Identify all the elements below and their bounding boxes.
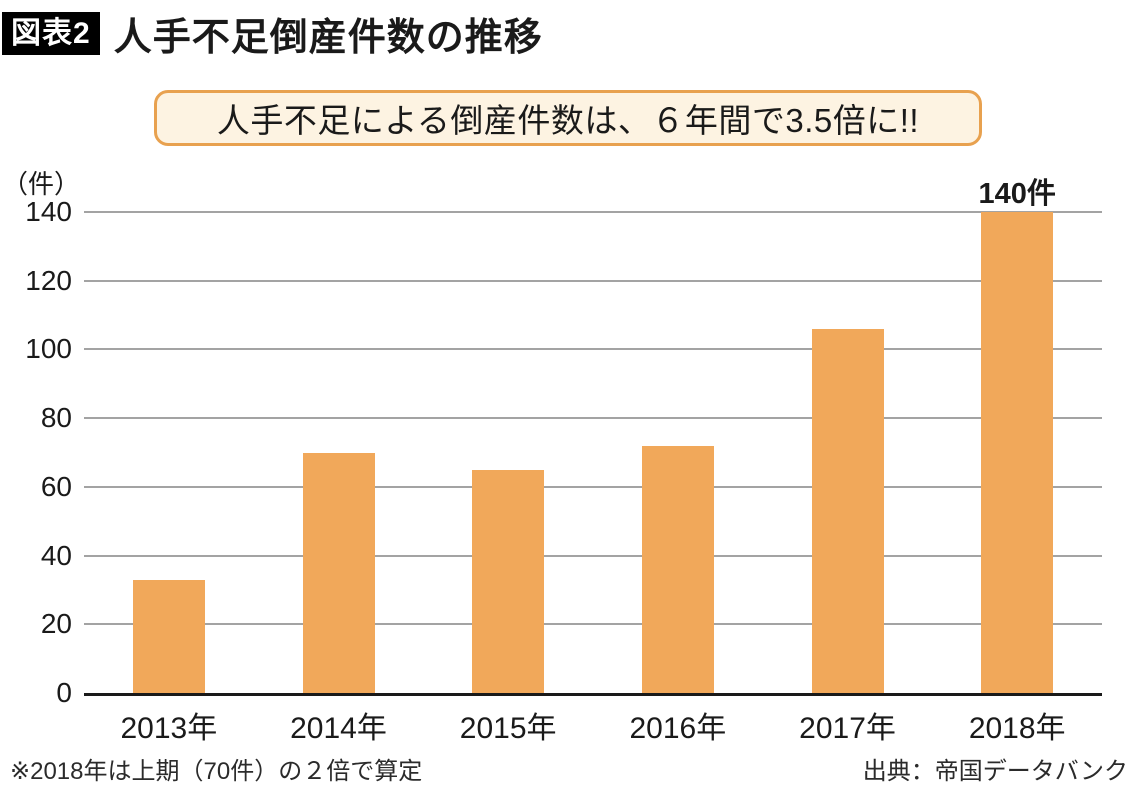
callout-text: 人手不足による倒産件数は、６年間で3.5倍に!! bbox=[216, 102, 920, 139]
y-tick-label-20: 20 bbox=[40, 608, 72, 640]
y-tick-label-60: 60 bbox=[40, 470, 72, 502]
x-tick-label-2015: 2015年 bbox=[459, 712, 557, 745]
y-tick-label-40: 40 bbox=[40, 539, 72, 571]
bar-2016 bbox=[641, 445, 714, 693]
y-tick-label-100: 100 bbox=[25, 333, 72, 365]
bar-chart-plot-area: 140件 bbox=[84, 178, 1102, 696]
figure-header: 図表2 人手不足倒産件数の推移 bbox=[2, 6, 543, 61]
x-tick-label-2016: 2016年 bbox=[629, 712, 727, 745]
bar-slot-2015 bbox=[423, 212, 593, 693]
y-axis: 0 20 40 60 80 100 120 140 bbox=[0, 198, 72, 707]
y-axis-unit-label: （件） bbox=[1, 169, 80, 199]
gridline-140 bbox=[84, 211, 1102, 213]
gridline-40 bbox=[84, 554, 1102, 557]
gridline-20 bbox=[84, 623, 1102, 626]
y-tick-label-140: 140 bbox=[25, 196, 72, 227]
source-credit: 出典：帝国データバンク bbox=[862, 758, 1128, 785]
x-tick-label-2018: 2018年 bbox=[968, 712, 1066, 745]
x-tick-label-2014: 2014年 bbox=[290, 712, 387, 745]
gridline-80 bbox=[84, 417, 1102, 420]
bar-2017 bbox=[811, 328, 884, 693]
bar-slot-2016 bbox=[593, 212, 763, 693]
bar-slot-2018: 140件 bbox=[932, 178, 1102, 693]
page-title: 人手不足倒産件数の推移 bbox=[113, 17, 543, 59]
x-tick-label-2013: 2013年 bbox=[120, 712, 218, 745]
callout-banner: 人手不足による倒産件数は、６年間で3.5倍に!! bbox=[154, 90, 982, 146]
bars-container: 140件 bbox=[84, 178, 1102, 693]
bar-2014 bbox=[302, 452, 375, 693]
gridline-60 bbox=[84, 485, 1102, 488]
bar-2015 bbox=[472, 469, 545, 693]
bar-slot-2013 bbox=[84, 212, 254, 693]
bar-2018 bbox=[981, 212, 1054, 693]
bar-2013 bbox=[132, 579, 205, 693]
gridline-120 bbox=[84, 279, 1102, 282]
bar-slot-2017 bbox=[763, 212, 933, 693]
footnote: ※2018年は上期（70件）の２倍で算定 bbox=[10, 758, 423, 785]
figure-footer: ※2018年は上期（70件）の２倍で算定 出典：帝国データバンク bbox=[10, 751, 1128, 786]
figure-number-badge: 図表2 bbox=[2, 12, 100, 55]
x-axis: 2013年 2014年 2015年 2016年 2017年 2018年 bbox=[84, 703, 1102, 747]
x-tick-label-2017: 2017年 bbox=[799, 712, 896, 745]
y-tick-label-120: 120 bbox=[25, 264, 72, 296]
y-tick-label-0: 0 bbox=[56, 677, 72, 708]
gridline-100 bbox=[84, 348, 1102, 351]
bar-slot-2014 bbox=[254, 212, 424, 693]
bar-value-annotation: 140件 bbox=[978, 177, 1056, 210]
y-tick-label-80: 80 bbox=[40, 402, 72, 434]
